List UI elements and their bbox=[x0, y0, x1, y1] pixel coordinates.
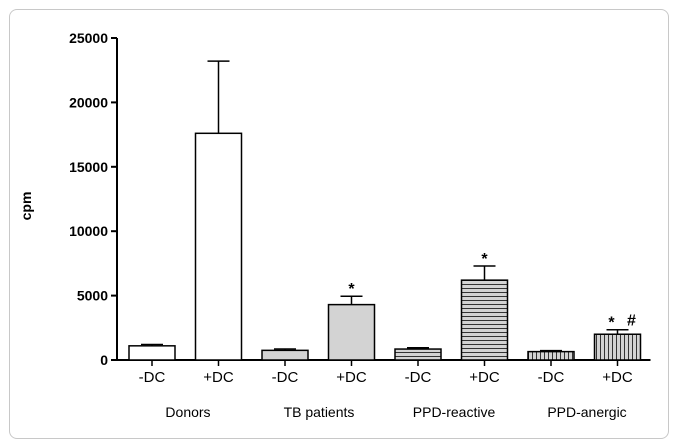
significance-marker: * bbox=[481, 251, 488, 268]
bar-chart: cpm 0 5000 10000 15000 20000 25000 -DC +DC -DC +D… bbox=[18, 30, 651, 420]
y-tick-label: 20000 bbox=[69, 94, 108, 110]
bar bbox=[460, 279, 509, 361]
x-tick-label: -DC bbox=[538, 369, 565, 386]
group-label: TB patients bbox=[284, 404, 355, 420]
y-tick-label: 10000 bbox=[69, 223, 108, 239]
bar bbox=[394, 348, 442, 361]
bar bbox=[194, 132, 243, 361]
group-label: PPD-reactive bbox=[413, 404, 496, 420]
y-axis-label: cpm bbox=[18, 192, 34, 221]
x-tick-label: -DC bbox=[405, 369, 432, 386]
significance-marker: # bbox=[627, 313, 636, 330]
x-tick-label: +DC bbox=[602, 369, 633, 386]
bar bbox=[593, 333, 642, 361]
y-tick-label: 25000 bbox=[69, 30, 108, 46]
x-tick-label: +DC bbox=[203, 369, 234, 386]
group-label: PPD-anergic bbox=[547, 404, 626, 420]
x-tick-label: +DC bbox=[336, 369, 367, 386]
y-tick-label: 5000 bbox=[77, 288, 108, 304]
significance-marker: * bbox=[348, 281, 355, 298]
y-tick-label: 15000 bbox=[69, 159, 108, 175]
bar bbox=[261, 349, 309, 361]
bar bbox=[128, 345, 176, 361]
significance-marker: * bbox=[608, 315, 615, 332]
chart-frame bbox=[9, 9, 669, 439]
x-tick-label: -DC bbox=[272, 369, 299, 386]
y-tick-label: 0 bbox=[100, 352, 108, 368]
bar bbox=[327, 303, 376, 361]
x-tick-label: -DC bbox=[139, 369, 166, 386]
x-tick-label: +DC bbox=[469, 369, 500, 386]
group-label: Donors bbox=[165, 404, 210, 420]
bar bbox=[527, 350, 575, 361]
